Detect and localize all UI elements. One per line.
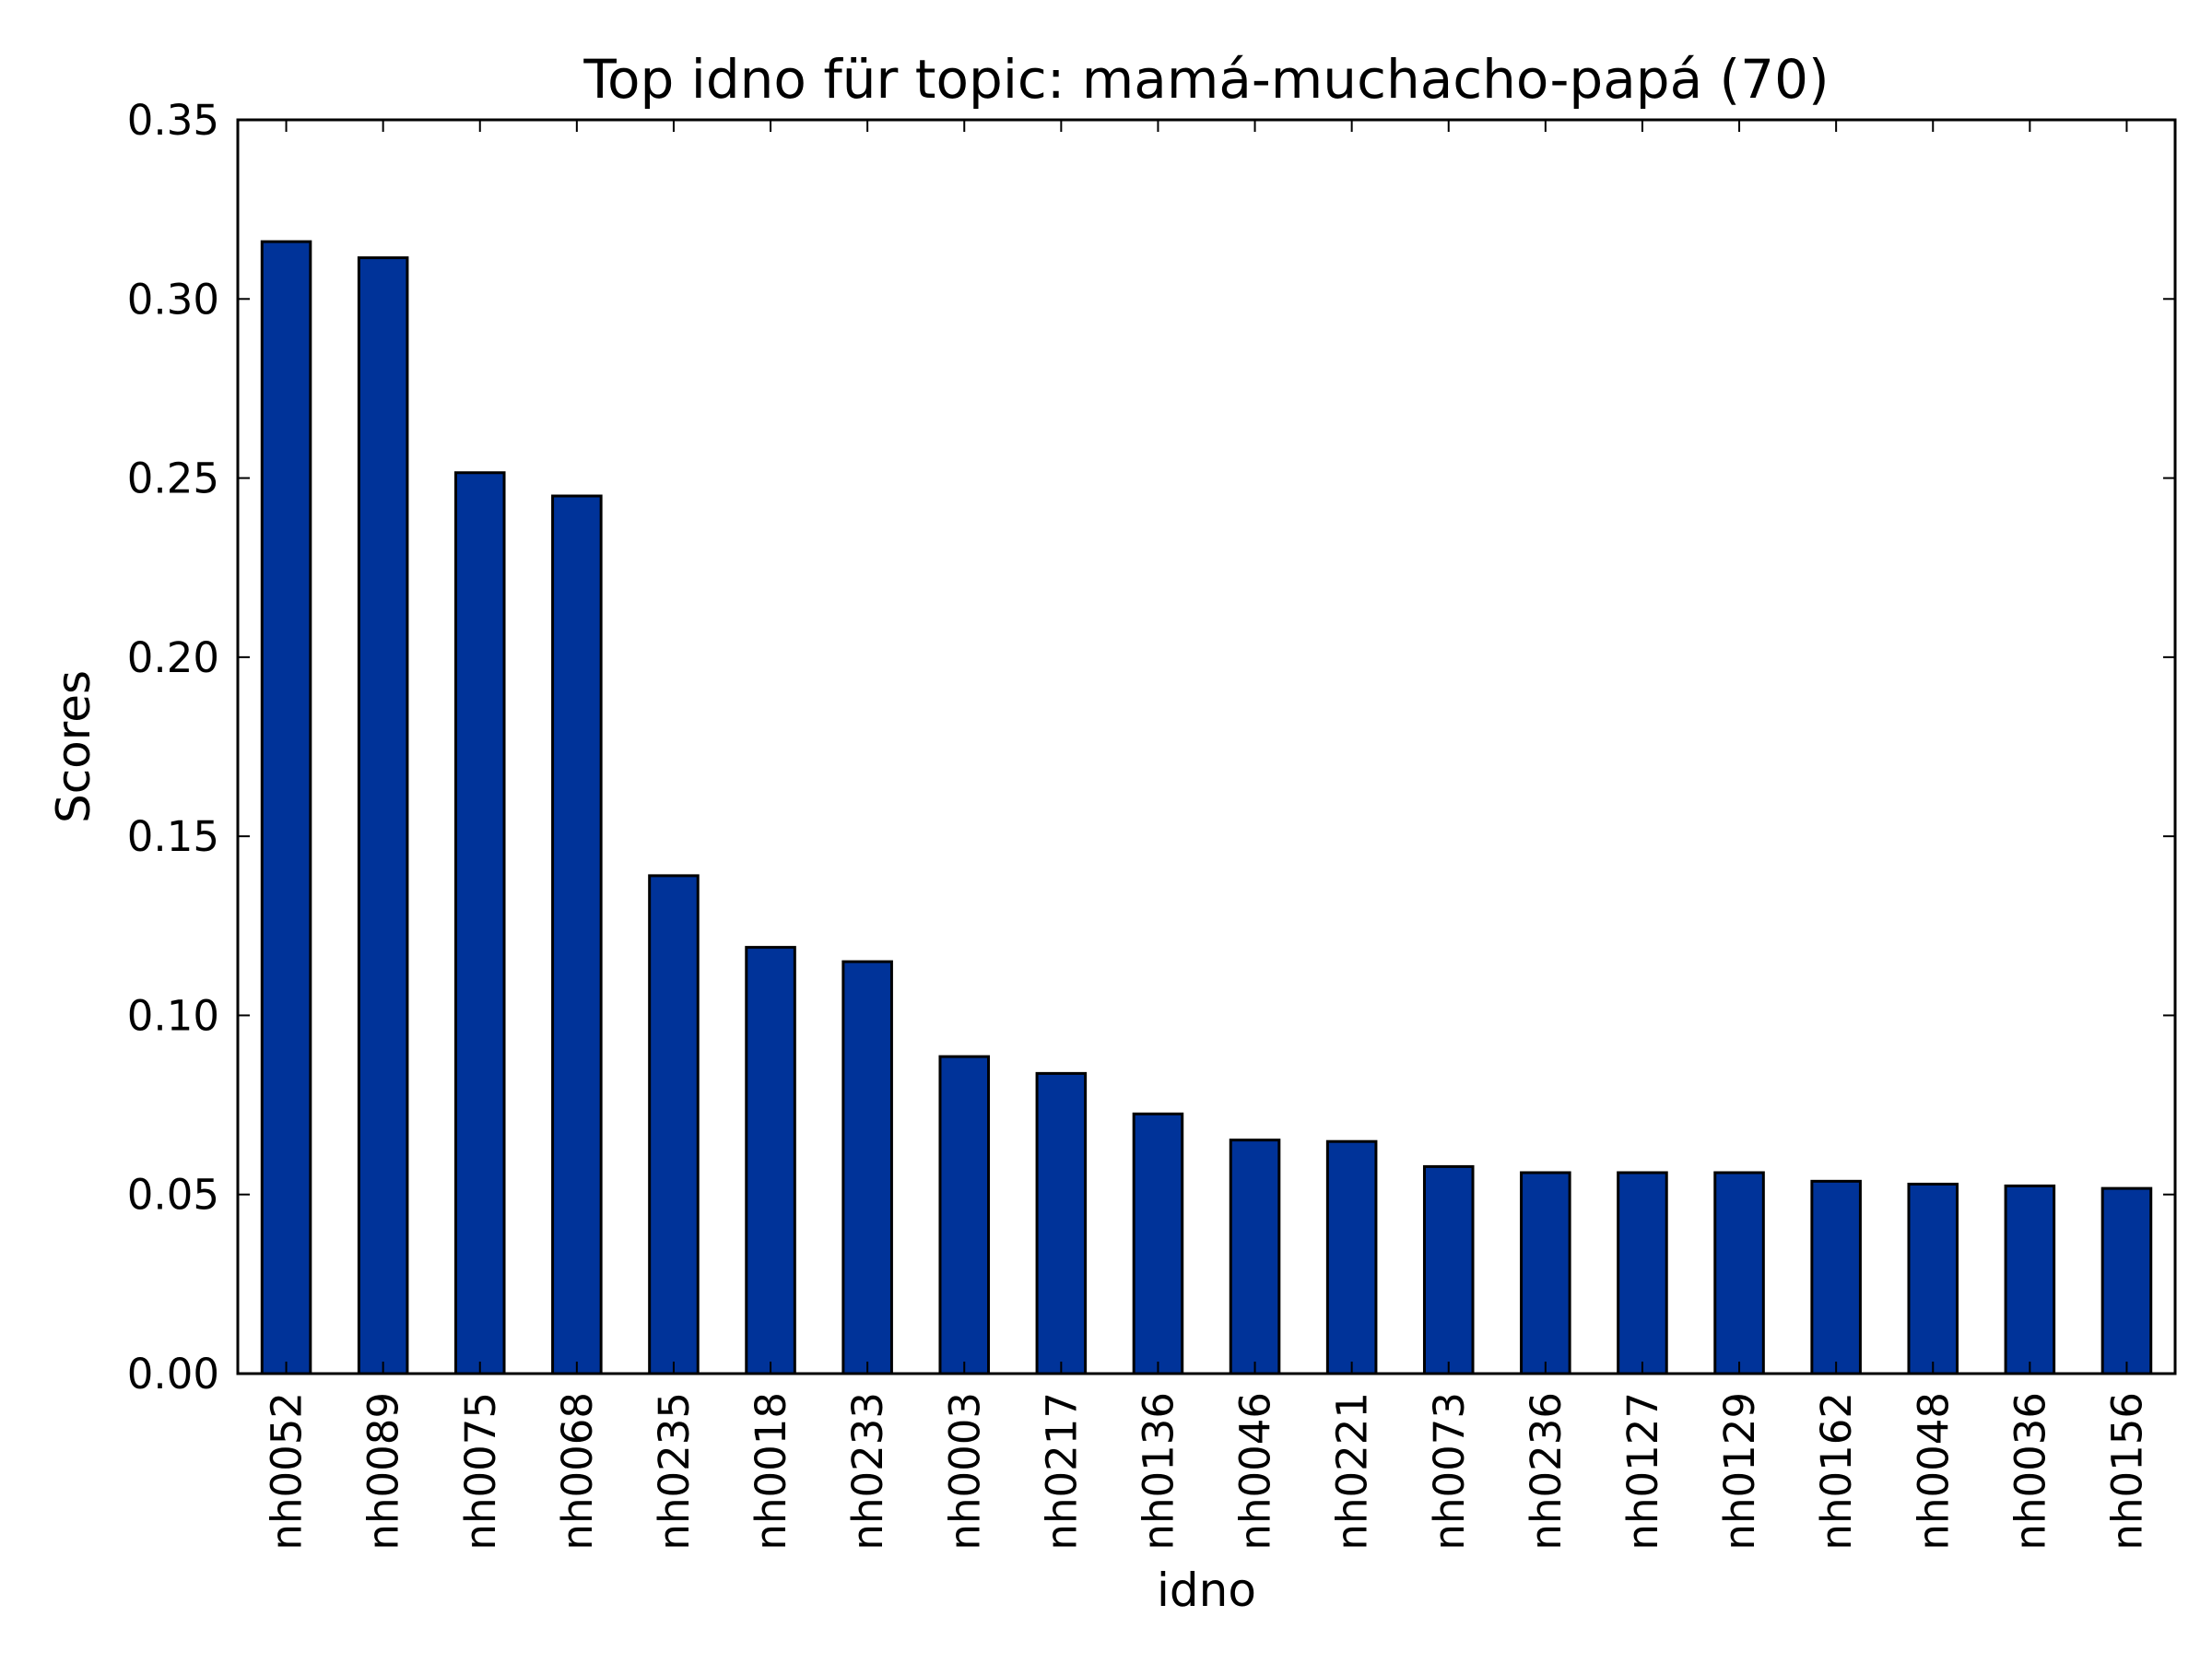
x-tick-label: nh0003	[940, 1392, 989, 1551]
x-tick-label: nh0036	[2006, 1392, 2054, 1551]
plot-frame	[236, 118, 2177, 1375]
y-tick-label: 0.25	[127, 454, 219, 503]
bar-nh0136	[1132, 1112, 1184, 1375]
bar-nh0018	[745, 946, 796, 1375]
x-tick-label: nh0162	[1812, 1392, 1861, 1551]
x-tick-label: nh0068	[553, 1392, 602, 1551]
y-axis-label: Scores	[47, 670, 100, 823]
y-tick-label: 0.05	[127, 1171, 219, 1220]
x-tick-label: nh0048	[1909, 1392, 1958, 1551]
x-tick-label: nh0129	[1715, 1392, 1764, 1551]
x-tick-label: nh0233	[843, 1392, 892, 1551]
ticks-layer: nh0052 nh0089 nh0075 nh0068 nh0235 nh0018 nh02…	[127, 96, 2175, 1551]
x-axis-label: idno	[1157, 1564, 1256, 1617]
x-tick-label: nh0221	[1328, 1392, 1377, 1551]
y-tick-label: 0.10	[127, 991, 219, 1040]
bar-nh0036	[2004, 1184, 2056, 1375]
bar-nh0233	[841, 960, 893, 1375]
bars-layer	[260, 240, 2153, 1375]
bar-nh0048	[1907, 1182, 1959, 1375]
bar-nh0127	[1617, 1171, 1668, 1375]
x-tick-label: nh0127	[1618, 1392, 1667, 1551]
bar-nh0052	[260, 240, 312, 1375]
bar-nh0156	[2100, 1186, 2153, 1375]
x-tick-label: nh0089	[359, 1392, 408, 1551]
x-tick-label: nh0235	[650, 1392, 699, 1551]
x-tick-label: nh0052	[263, 1392, 312, 1551]
x-tick-label: nh0236	[1522, 1392, 1571, 1551]
x-tick-label: nh0075	[456, 1392, 505, 1551]
x-tick-label: nh0018	[747, 1392, 795, 1551]
y-tick-label: 0.00	[127, 1350, 219, 1398]
x-tick-label: nh0046	[1231, 1392, 1280, 1551]
x-tick-label: nh0217	[1037, 1392, 1086, 1551]
y-tick-label: 0.35	[127, 96, 219, 145]
bar-nh0046	[1229, 1139, 1281, 1375]
bar-nh0129	[1713, 1171, 1765, 1375]
bar-nh0217	[1035, 1071, 1088, 1375]
y-tick-label: 0.20	[127, 633, 219, 682]
bar-nh0235	[648, 874, 700, 1375]
bar-nh0221	[1325, 1139, 1378, 1375]
y-tick-label: 0.15	[127, 812, 219, 861]
x-tick-label: nh0073	[1425, 1392, 1474, 1551]
bar-nh0003	[938, 1055, 991, 1375]
y-tick-label: 0.30	[127, 275, 219, 324]
bar-nh0073	[1422, 1164, 1475, 1375]
x-tick-label: nh0136	[1134, 1392, 1182, 1551]
bar-nh0089	[357, 256, 409, 1375]
bar-nh0075	[453, 471, 506, 1375]
x-tick-label: nh0156	[2102, 1392, 2151, 1551]
bar-nh0068	[551, 494, 603, 1375]
bar-nh0236	[1520, 1171, 1571, 1375]
bar-nh0162	[1810, 1179, 1862, 1375]
chart-title: Top idno für topic: mamá-muchacho-papá (…	[582, 48, 1829, 111]
